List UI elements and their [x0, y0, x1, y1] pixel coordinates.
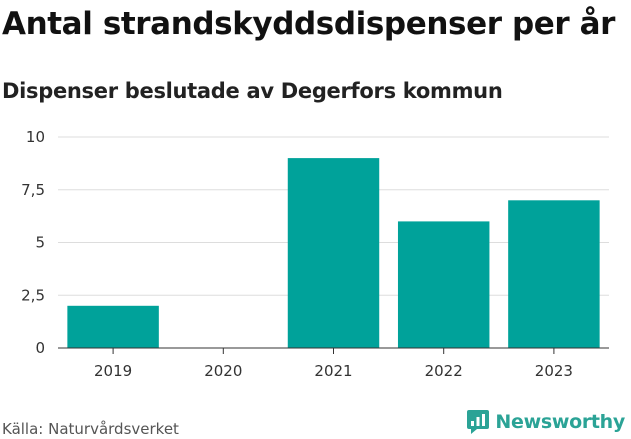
bar-2023	[508, 200, 600, 348]
bar-2021	[287, 158, 380, 348]
y-tick-label: 7,5	[21, 181, 45, 199]
y-tick-label: 5	[35, 234, 45, 252]
y-tick-label: 2,5	[21, 286, 45, 304]
x-tick-labels: 2019 2020 2021 2022 2023	[94, 362, 573, 380]
chart-title: Antal strandskyddsdispenser per år	[2, 6, 616, 42]
x-axis	[58, 347, 609, 354]
x-tick-label: 2022	[425, 362, 463, 380]
chart-subtitle: Dispenser beslutade av Degerfors kommun	[2, 79, 503, 103]
brand-name: Newsworthy	[495, 411, 625, 433]
x-tick-label: 2019	[94, 362, 132, 380]
y-tick-label: 0	[35, 339, 45, 357]
newsworthy-logo-icon	[467, 410, 490, 434]
y-tick-label: 10	[26, 128, 45, 146]
x-tick-label: 2023	[535, 362, 573, 380]
bars	[67, 158, 600, 348]
x-tick-label: 2020	[204, 362, 242, 380]
brand-logo: Newsworthy	[467, 410, 625, 434]
bar-2022	[397, 221, 490, 348]
y-tick-labels: 0 2,5 5 7,5 10	[21, 128, 45, 357]
x-tick-label: 2021	[314, 362, 352, 380]
source-note: Källa: Naturvårdsverket	[2, 420, 179, 438]
bar-2019	[67, 305, 159, 348]
